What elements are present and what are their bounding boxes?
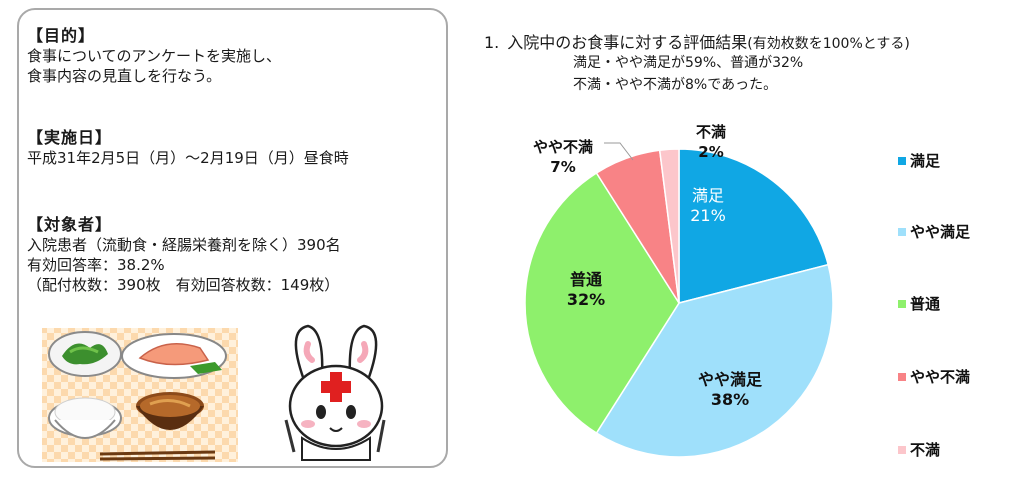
legend-item-1: 満足 [898,150,940,171]
target-section: 【対象者】 入院患者（流動食・経腸栄養剤を除く）390名 有効回答率：38.2%… [27,215,341,295]
target-line-1: 入院患者（流動食・経腸栄養剤を除く）390名 [27,236,341,254]
slice-label-5: 不満 [696,123,726,141]
legend-label-1: 満足 [910,152,941,170]
slice-label-2: やや満足 [698,370,763,389]
purpose-section: 【目的】 食事についてのアンケートを実施し、 食事内容の見直しを行なう。 [27,26,281,86]
pie-slice-2 [595,263,834,458]
slice-label-3: 普通 [570,270,602,289]
pie-slice-3 [524,171,680,435]
chart-title-main: 入院中のお食事に対する評価結果 [507,33,748,52]
pie-slice-1 [678,148,830,304]
legend-item-2: やや満足 [898,221,970,242]
slice-value-2: 38% [711,390,749,409]
slice-value-4: 7% [550,158,575,176]
rabbit-nurse-mascot-illustration [284,324,386,461]
legend-item-3: 普通 [898,293,940,314]
date-heading: 【実施日】 [27,128,113,147]
slice-label-1: 満足 [692,186,724,205]
legend-swatch-1 [898,157,906,165]
info-panel [17,8,448,468]
slice-value-1: 21% [690,206,726,225]
legend-item-5: 不満 [898,439,940,460]
purpose-line-2: 食事内容の見直しを行なう。 [27,67,222,85]
chart-summary-line-2: 不満・やや不満が8%であった。 [573,77,778,93]
meal-tray-illustration [42,328,238,462]
leader-line [604,142,634,161]
legend-swatch-5 [898,446,906,454]
slice-value-3: 32% [567,290,605,309]
chart-summary-line-1: 満足・やや満足が59%、普通が32% [573,55,804,71]
slice-value-5: 2% [698,143,723,161]
target-heading: 【対象者】 [27,215,113,234]
legend-label-2: やや満足 [910,223,971,241]
pie-slice-5 [658,148,680,304]
chart-title-paren: (有効枚数を100%とする) [747,36,910,52]
legend-swatch-3 [898,300,906,308]
date-line-1: 平成31年2月5日（月）～2月19日（月）昼食時 [27,149,349,167]
legend-label-5: 不満 [910,441,941,459]
chart-title-number: 1. [484,33,500,52]
legend-item-4: やや不満 [898,366,970,387]
chart-title: 1. 入院中のお食事に対する評価結果(有効枚数を100%とする) [484,29,910,53]
target-line-3: （配付枚数：390枚 有効回答枚数：149枚） [27,276,340,294]
legend-swatch-4 [898,373,906,381]
slice-label-4: やや不満 [533,138,593,156]
date-section: 【実施日】 平成31年2月5日（月）～2月19日（月）昼食時 [27,128,349,168]
legend-swatch-2 [898,228,906,236]
legend-label-4: やや不満 [910,368,971,386]
purpose-heading: 【目的】 [27,26,96,45]
legend-label-3: 普通 [910,295,941,313]
target-line-2: 有効回答率：38.2% [27,256,165,274]
purpose-line-1: 食事についてのアンケートを実施し、 [27,47,281,65]
